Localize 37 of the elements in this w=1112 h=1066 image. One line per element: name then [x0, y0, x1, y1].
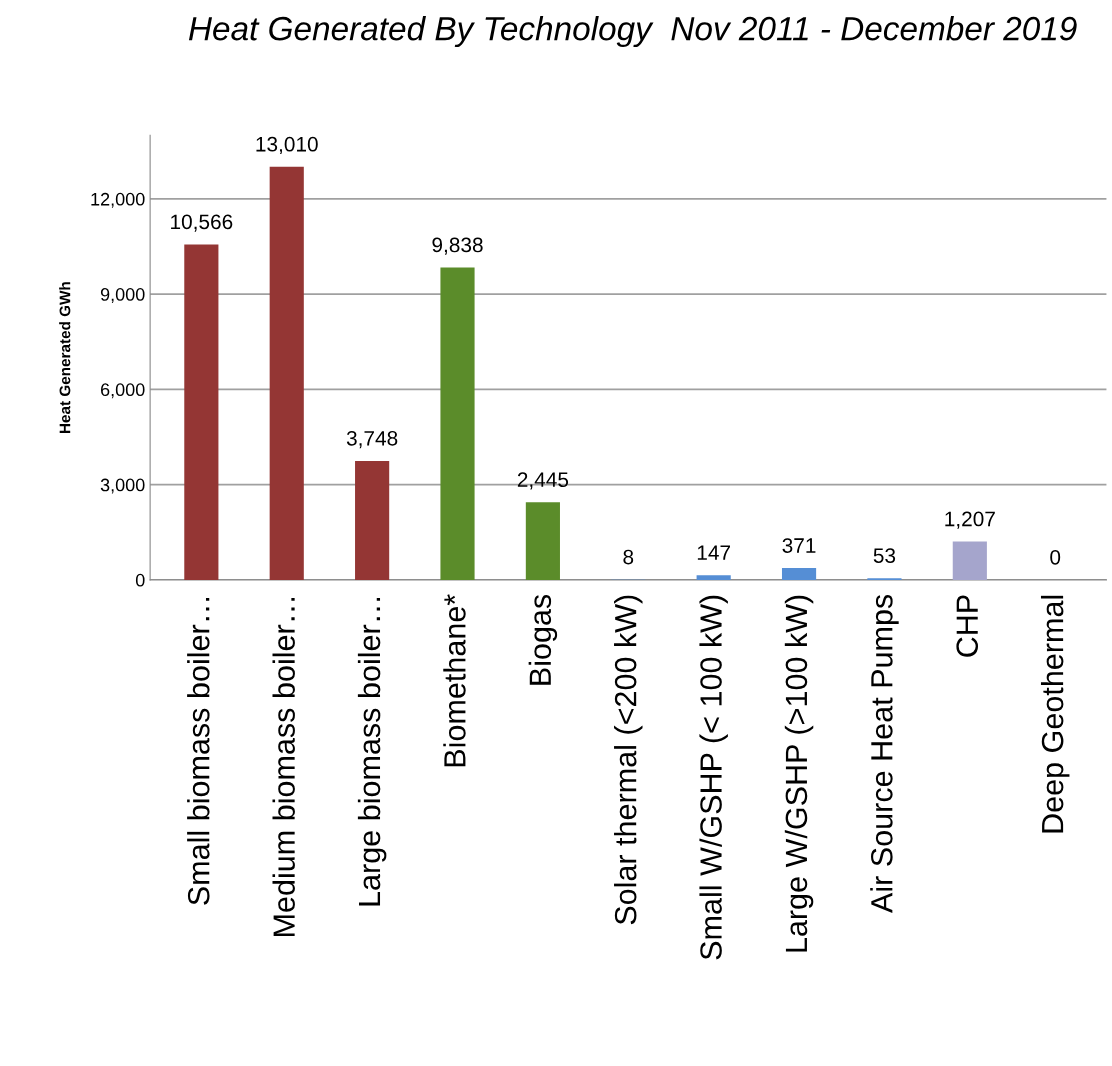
x-tick-label: Small W/GSHP (< 100 kW) — [699, 595, 728, 960]
x-tick-label: Small biomass boiler… — [187, 597, 210, 905]
bar — [525, 502, 560, 580]
data-label: 147 — [697, 545, 730, 560]
bar — [696, 575, 731, 580]
data-label: 1,207 — [945, 511, 995, 529]
x-tick-label: Biogas — [528, 594, 558, 685]
bar — [269, 166, 304, 580]
y-tick-label: 0 — [135, 573, 145, 587]
data-label: 371 — [782, 538, 816, 553]
bar — [184, 244, 219, 580]
bar — [781, 568, 817, 580]
chart-title: Heat Generated By Technology Nov 2011 - December 2019 — [188, 15, 1077, 48]
data-label: 3,748 — [346, 430, 398, 449]
data-label: 2,445 — [517, 472, 569, 490]
x-tick-label: Solar thermal (<200 kW) — [614, 595, 643, 925]
data-label: 0 — [1050, 549, 1061, 565]
x-tick-label: Deep Geothermal — [1040, 595, 1070, 833]
data-label: 13,010 — [256, 136, 318, 155]
x-tick-label: Air Source Heat Pumps — [870, 594, 899, 913]
x-tick-label: CHP — [956, 595, 979, 657]
y-tick-label: 9,000 — [100, 288, 145, 303]
data-label: 9,838 — [432, 237, 483, 255]
bar — [952, 541, 987, 580]
x-tick-label: Large biomass boiler… — [357, 597, 387, 906]
data-label: 53 — [873, 548, 896, 563]
y-tick-label: 3,000 — [100, 478, 145, 494]
bar — [440, 267, 475, 580]
x-tick-label: Large W/GSHP (>100 kW) — [784, 595, 814, 952]
y-tick-label: 12,000 — [91, 192, 145, 208]
data-label: 10,566 — [171, 214, 233, 232]
y-axis-title: Heat Generated GWh — [59, 282, 71, 434]
y-tick-label: 6,000 — [101, 383, 145, 399]
x-tick-label: Biomethane* — [443, 594, 466, 767]
x-tick-label: Medium biomass boiler… — [272, 597, 295, 936]
bar — [355, 460, 390, 580]
data-label: 8 — [623, 549, 634, 565]
